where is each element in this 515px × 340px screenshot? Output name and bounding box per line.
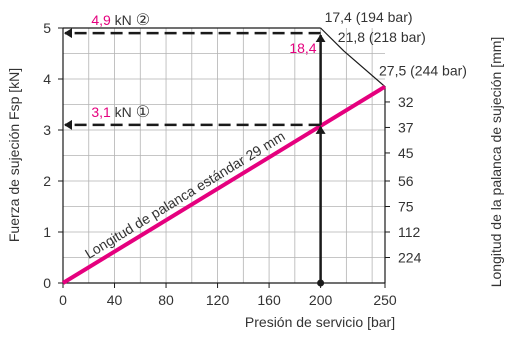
annotation-unit: kN	[111, 12, 136, 28]
right-tick-label: 37	[398, 119, 414, 135]
x-tick-label: 40	[107, 292, 123, 308]
y2-axis-title: Longitud de la palanca de sujeción [mm]	[488, 37, 504, 288]
annotation-label-two: 4,9 kN ②	[91, 12, 150, 29]
standard-lever-line	[61, 84, 387, 285]
x-tick-label: 160	[257, 292, 281, 308]
boundary-point-label: 17,4 (194 bar)	[325, 9, 413, 25]
y-tick-label: 2	[43, 173, 51, 189]
line-label: Longitud de palanca estándar 29 mm	[82, 128, 288, 262]
x-tick-label: 250	[373, 292, 397, 308]
x-tick-label: 200	[309, 292, 333, 308]
right-tick-label: 56	[398, 173, 414, 189]
annotation-value: 3,1	[91, 104, 111, 120]
right-tick-label: 75	[398, 199, 414, 215]
x-tick-label: 0	[59, 292, 67, 308]
lever-callout-label: 18,4	[289, 40, 316, 56]
y-tick-label: 5	[43, 20, 51, 36]
x-tick-label: 80	[158, 292, 174, 308]
y-tick-label: 4	[43, 71, 51, 87]
annotation-value: 4,9	[91, 12, 111, 28]
x-tick-label: 120	[206, 292, 230, 308]
x-axis-title: Presión de servicio [bar]	[245, 314, 395, 330]
y-tick-label: 3	[43, 122, 51, 138]
right-tick-label: 224	[398, 250, 422, 266]
boundary-point-label: 21,8 (218 bar)	[338, 29, 426, 45]
y-tick-label: 1	[43, 224, 51, 240]
plot-area	[61, 28, 387, 287]
labels: 0 40 80 120 160 200 25001234532374556751122241…	[6, 9, 504, 330]
right-tick-label: 32	[398, 94, 414, 110]
boundary-point-label: 27,5 (244 bar)	[379, 63, 467, 79]
y-tick-label: 0	[43, 275, 51, 291]
axes	[58, 27, 390, 288]
right-tick-label: 112	[398, 224, 421, 240]
y-axis-title: Fuerza de sujeción Fsp [kN]	[6, 68, 22, 242]
grid	[63, 28, 385, 283]
annotation-marker: ①	[136, 104, 150, 121]
right-tick-label: 45	[398, 145, 414, 161]
annotation-label-one: 3,1 kN ①	[91, 104, 150, 121]
annotation-marker: ②	[136, 12, 150, 29]
right-boundary	[320, 27, 386, 283]
annotation-unit: kN	[111, 104, 136, 120]
